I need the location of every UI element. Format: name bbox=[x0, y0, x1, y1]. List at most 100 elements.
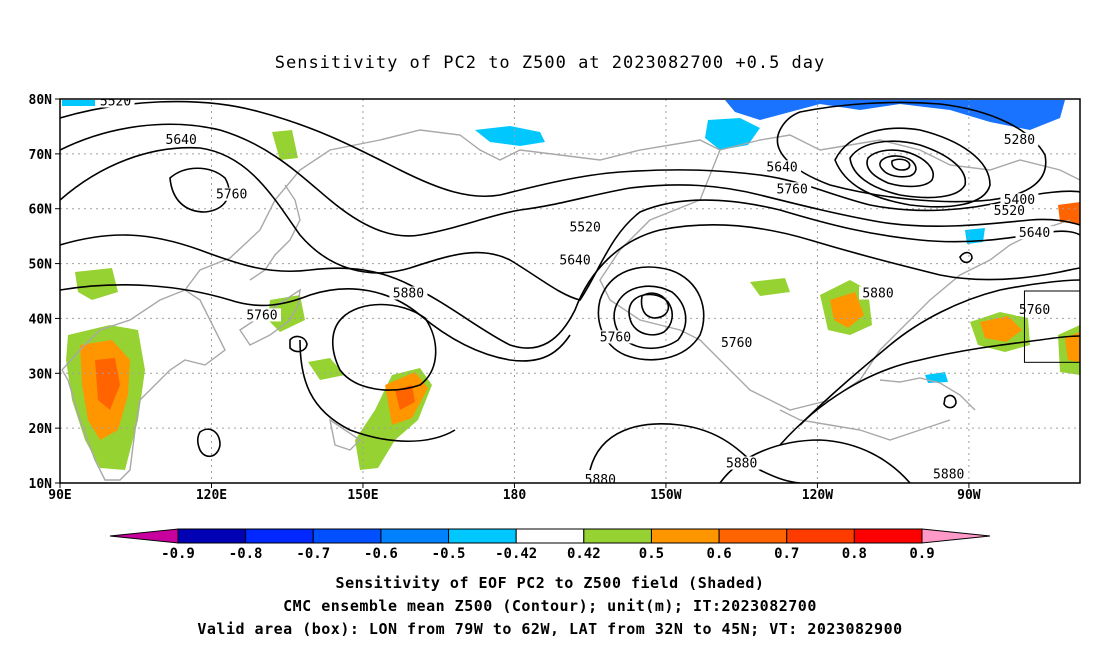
contour-label: 5520 bbox=[566, 220, 605, 236]
contour-label-text: 5760 bbox=[246, 308, 277, 323]
lat-tick-label: 40N bbox=[29, 312, 53, 327]
contour-label-text: 5640 bbox=[1019, 226, 1050, 241]
positive-shading-pacific-strong bbox=[395, 385, 415, 410]
positive-shading-atlantic-mid bbox=[980, 316, 1022, 342]
colorbar-label: -0.9 bbox=[161, 546, 195, 562]
contour-label-text: 5520 bbox=[100, 94, 131, 109]
lat-tick-label: 60N bbox=[29, 203, 53, 218]
colorbar-label: 0.5 bbox=[639, 546, 664, 562]
positive-shading-gulf-stream-mid bbox=[830, 292, 864, 328]
contour-label-background bbox=[722, 456, 761, 470]
contour-label: 5760 bbox=[596, 330, 635, 345]
contour-label-text: 5880 bbox=[933, 468, 964, 483]
colorbar-segment bbox=[380, 528, 450, 544]
contour-label-text: 5760 bbox=[216, 188, 247, 203]
contour-label-text: 5280 bbox=[1004, 133, 1035, 148]
colorbar-label: -0.6 bbox=[364, 546, 398, 562]
contour-label-background bbox=[1000, 193, 1039, 207]
lon-tick-label: 90W bbox=[957, 488, 981, 503]
contour-label-background bbox=[566, 220, 605, 234]
contour-label-text: 5520 bbox=[569, 221, 600, 236]
contour-label: 5880 bbox=[581, 473, 620, 488]
figure-title: Sensitivity of PC2 to Z500 at 2023082700… bbox=[275, 53, 826, 73]
lon-tick-label: 150W bbox=[650, 488, 681, 503]
contour-label-background bbox=[859, 286, 898, 300]
contour-label-background bbox=[242, 308, 281, 322]
lat-tick-label: 50N bbox=[29, 258, 53, 273]
longitude-tick-labels: 90E 120E 150E 180 150W 120W 90W bbox=[48, 483, 981, 503]
colorbar-label: 0.7 bbox=[774, 546, 799, 562]
contour-label-background bbox=[581, 473, 620, 483]
contour-label-text: 5760 bbox=[600, 330, 631, 345]
positive-shading-china bbox=[75, 268, 118, 300]
contour-label-text: 5760 bbox=[777, 182, 808, 197]
contour-label-background bbox=[162, 132, 201, 146]
colorbar-label: 0.42 bbox=[567, 546, 601, 562]
colorbar-label: -0.42 bbox=[495, 546, 537, 562]
colorbar-segment bbox=[853, 528, 923, 544]
caption-line-2: CMC ensemble mean Z500 (Contour); unit(m… bbox=[283, 597, 817, 615]
positive-shading-subtropics bbox=[308, 358, 345, 380]
contour-label-background bbox=[717, 335, 756, 349]
positive-shading-east-mid bbox=[1065, 332, 1080, 362]
negative-shading-arctic bbox=[725, 100, 1065, 130]
contour-label: 5880 bbox=[389, 286, 428, 301]
lat-tick-label: 70N bbox=[29, 148, 53, 163]
contour-label: 5640 bbox=[763, 160, 802, 175]
contour-label: 5760 bbox=[1015, 302, 1054, 318]
lon-tick-label: 120W bbox=[802, 488, 833, 503]
lon-tick-label: 90E bbox=[48, 488, 71, 503]
negative-shading-bering bbox=[475, 126, 545, 146]
negative-shading-labrador bbox=[965, 228, 985, 244]
contour-label-background bbox=[929, 467, 968, 481]
contour-label: 5520 bbox=[96, 94, 135, 109]
colorbar-label: 0.6 bbox=[706, 546, 731, 562]
contour-label-text: 5880 bbox=[726, 457, 757, 472]
colorbar-upper-triangle bbox=[921, 528, 991, 544]
lon-tick-label: 180 bbox=[503, 488, 527, 503]
lon-tick-label: 150E bbox=[347, 488, 378, 503]
contour-label: 5880 bbox=[722, 456, 761, 472]
colorbar: -0.9 -0.8 -0.7 -0.6 -0.5 -0.42 0.42 0.5 0.6 0.7 0.… bbox=[109, 528, 991, 562]
colorbar-segment bbox=[718, 528, 788, 544]
colorbar-label: -0.5 bbox=[432, 546, 466, 562]
positive-shading-india-strong bbox=[95, 358, 120, 410]
contour-label-background bbox=[1015, 226, 1054, 240]
colorbar-label: -0.8 bbox=[229, 546, 263, 562]
colorbar-segment bbox=[786, 528, 855, 544]
contour-label-background bbox=[763, 160, 802, 174]
contour-label: 5280 bbox=[1000, 132, 1039, 148]
latitude-tick-labels: 80N 70N 60N 50N 40N 30N 20N 10N bbox=[29, 93, 60, 492]
contour-label-text: 5640 bbox=[166, 133, 197, 148]
contour-label: 5640 bbox=[1015, 226, 1054, 241]
caption-line-1: Sensitivity of EOF PC2 to Z500 field (Sh… bbox=[335, 574, 765, 592]
lat-tick-label: 30N bbox=[29, 367, 53, 382]
contour-label-background bbox=[596, 330, 635, 344]
colorbar-lower-triangle bbox=[109, 528, 179, 544]
map-frame bbox=[59, 98, 1081, 484]
contour-label-text: 5520 bbox=[994, 204, 1025, 219]
lat-tick-label: 20N bbox=[29, 422, 53, 437]
contour-labels: 5520 5640 5760 5760 5880 5640 5520 5760 5760 5640… bbox=[96, 94, 1054, 488]
contour-label-text: 5880 bbox=[585, 473, 616, 488]
contour-label: 5880 bbox=[859, 286, 898, 301]
map-background bbox=[60, 99, 1080, 483]
contour-label-background bbox=[990, 204, 1029, 218]
contour-label: 5520 bbox=[990, 204, 1029, 219]
contour-label-background bbox=[96, 99, 135, 108]
contour-label-background bbox=[1015, 302, 1054, 316]
contour-label: 5760 bbox=[212, 187, 251, 203]
colorbar-label: -0.7 bbox=[296, 546, 330, 562]
contour-label: 5760 bbox=[773, 182, 812, 197]
contour-label-text: 5640 bbox=[559, 254, 590, 269]
colorbar-label: 0.9 bbox=[909, 546, 934, 562]
contour-label-text: 5880 bbox=[393, 286, 424, 301]
contour-label-background bbox=[556, 253, 595, 267]
negative-shading-nw bbox=[62, 100, 95, 106]
contour-label: 5880 bbox=[929, 467, 968, 483]
caption-line-3: Valid area (box): LON from 79W to 62W, L… bbox=[197, 620, 903, 638]
colorbar-label: 0.8 bbox=[842, 546, 867, 562]
map-panel: 5520 5640 5760 5760 5880 5640 5520 5760 5760 5640… bbox=[29, 93, 1081, 503]
colorbar-segment bbox=[177, 528, 247, 544]
